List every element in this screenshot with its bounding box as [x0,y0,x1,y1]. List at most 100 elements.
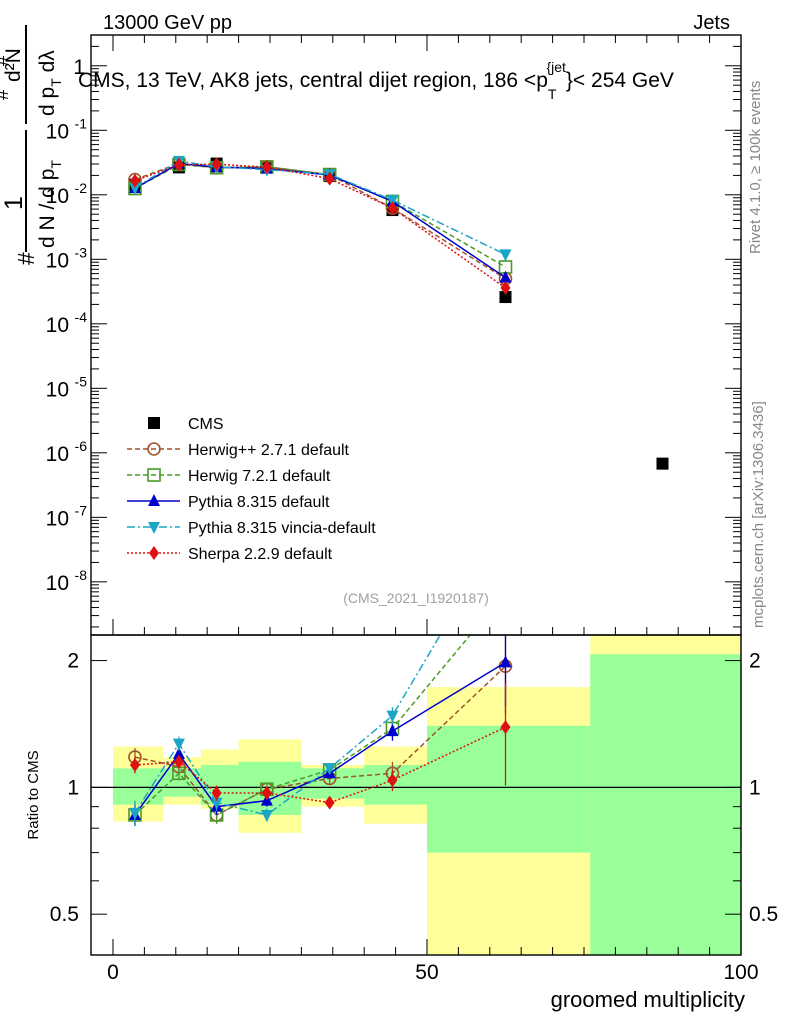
ylabel-den2: d pT dλ [36,50,64,116]
rtick-label-l-1: 1 [67,776,79,799]
uncertainty-bands [112,635,741,955]
point-4-6 [499,249,512,262]
legend-marker-4 [148,522,160,534]
legend-label-3: Pythia 8.315 default [188,494,330,511]
ratio-point-4-3 [260,809,273,822]
legend-marker-2 [147,468,161,482]
ytick-label-top-exp-3: -3 [75,244,88,260]
chart-title: CMS, 13 TeV, AK8 jets, central dijet reg… [78,59,674,102]
legend-label-0: CMS [188,416,224,433]
band-green-1 [163,768,201,797]
ylabel-den1: d N / d pT [36,160,64,248]
ratio-clipped [91,635,741,826]
legend-item-1: Herwig++ 2.7.1 default [127,442,350,459]
legend-item-4: Pythia 8.315 vincia-default [127,520,376,537]
xtick-label-0: 0 [107,961,119,984]
rivet-label: Rivet 4.1.0, ≥ 100k events [747,81,764,254]
ratio-point-4-0 [128,807,141,820]
header-left: 13000 GeV pp [103,12,232,34]
point-5-0 [129,173,140,188]
header-right: Jets [693,12,730,34]
x-axis-label: groomed multiplicity [551,987,745,1012]
ratio-point-5-6 [500,720,511,735]
point-5-4 [324,171,335,186]
ratio-point-5-2 [211,785,222,800]
ytick-label-top-exp-1: -1 [75,115,88,131]
top-frame [90,34,742,636]
point-0-6 [499,291,512,304]
legend-marker-3 [148,494,160,506]
ytick-label-top-exp-6: -6 [75,438,88,454]
legend-marker-0 [148,417,160,429]
xtick-label-2: 100 [723,961,758,984]
legend-label-5: Sherpa 2.2.9 default [188,546,333,563]
legend: CMS Herwig++ 2.7.1 default Herwig 7.2.1 de… [127,416,376,563]
ratio-point-5-3 [261,785,272,800]
point-0-7 [656,457,669,470]
point-5-5 [387,201,398,216]
legend-item-5: Sherpa 2.2.9 default [127,546,333,563]
ratio-point-3-6 [499,655,512,668]
y-axis-label-top: # 1 d N / d pT # # d²N d pT dλ [0,25,64,265]
ylabel-one: 1 [0,196,28,210]
ylabel-hash-b: # [0,55,13,66]
ylabel-hash: # [13,252,39,265]
point-4-0 [128,182,141,195]
ratio-point-3-5 [386,724,399,737]
band-green-6 [426,725,591,853]
point-5-3 [261,160,272,175]
legend-label-4: Pythia 8.315 vincia-default [188,520,376,537]
series-line-5 [134,163,506,289]
ratio-point-5-5 [387,773,398,788]
ratio-point-4-5 [386,710,399,723]
series-3 [128,156,512,283]
legend-label-1: Herwig++ 2.7.1 default [188,442,350,459]
legend-marker-1 [147,442,161,456]
y-axis-label-ratio: Ratio to CMS [25,750,42,839]
ytick-label-top-0: 1 [73,56,85,79]
series-line-1 [134,162,506,280]
ytick-label-top-exp-2: -2 [75,180,88,196]
series-4 [128,155,512,262]
ratio-point-5-0 [129,758,140,773]
ratio-point-4-4 [323,763,336,776]
ytick-label-top-5: 10 [46,378,69,401]
mcplots-label: mcplots.cern.ch [arXiv:1306.3436] [750,401,767,628]
ratio-point-3-1 [172,747,185,760]
ratio-series-5 [129,682,511,810]
ytick-label-top-4: 10 [46,314,69,337]
legend-item-0: CMS [148,416,224,433]
series-5 [129,157,511,295]
band-green-7 [590,654,741,955]
ytick-label-top-1: 10 [46,120,69,143]
ratio-point-4-1 [172,738,185,751]
analysis-watermark: (CMS_2021_I1920187) [343,590,489,606]
ratio-point-5-4 [324,795,335,810]
ylabel-num2: d²N [2,48,25,82]
rtick-label-r-1: 1 [749,776,761,799]
ytick-label-top-6: 10 [46,443,69,466]
xtick-label-1: 50 [415,961,438,984]
ytick-label-top-exp-7: -7 [75,502,88,518]
ytick-label-top-8: 10 [46,572,69,595]
ytick-label-top-7: 10 [46,507,69,530]
series-line-3 [134,162,506,279]
point-5-1 [173,157,184,172]
ytick-label-top-3: 10 [46,249,69,272]
rtick-label-l-0: 2 [67,650,79,673]
legend-item-2: Herwig 7.2.1 default [127,468,331,485]
point-4-5 [386,195,399,208]
ratio-axes: 0 50 100 2 2 1 1 0.5 0.5 [50,634,778,984]
ytick-label-top-2: 10 [46,185,69,208]
ytick-label-top-exp-8: -8 [75,567,88,583]
ratio-point-5-1 [173,754,184,769]
point-3-6 [499,270,512,283]
ratio-series [91,635,741,826]
rtick-label-r-0: 2 [749,650,761,673]
ratio-point-4-2 [210,797,223,810]
ratio-frame [90,634,742,956]
band-green-5 [364,765,427,805]
ytick-label-top-exp-4: -4 [75,309,88,325]
ylabel-hash-a: # [0,89,13,100]
